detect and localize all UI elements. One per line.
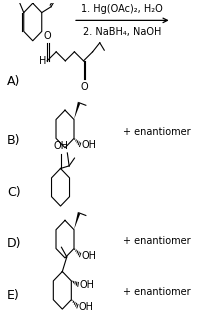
Text: OH: OH (80, 280, 95, 290)
Text: A): A) (7, 75, 20, 89)
Text: H: H (39, 56, 46, 66)
Text: OH: OH (82, 140, 97, 151)
Text: E): E) (7, 289, 20, 302)
Text: 2. NaBH₄, NaOH: 2. NaBH₄, NaOH (83, 27, 162, 37)
Text: OH: OH (82, 251, 97, 261)
Text: OH: OH (79, 302, 94, 312)
Polygon shape (74, 102, 80, 119)
Text: C): C) (7, 186, 20, 199)
Text: OH: OH (53, 141, 68, 151)
Text: 1. Hg(OAc)₂, H₂O: 1. Hg(OAc)₂, H₂O (81, 4, 163, 14)
Text: + enantiomer: + enantiomer (123, 236, 191, 246)
Text: + enantiomer: + enantiomer (123, 127, 191, 137)
Polygon shape (74, 212, 80, 230)
Text: D): D) (7, 237, 21, 251)
Text: B): B) (7, 134, 20, 147)
Text: + enantiomer: + enantiomer (123, 287, 191, 297)
Text: O: O (44, 31, 52, 41)
Text: O: O (80, 82, 88, 92)
